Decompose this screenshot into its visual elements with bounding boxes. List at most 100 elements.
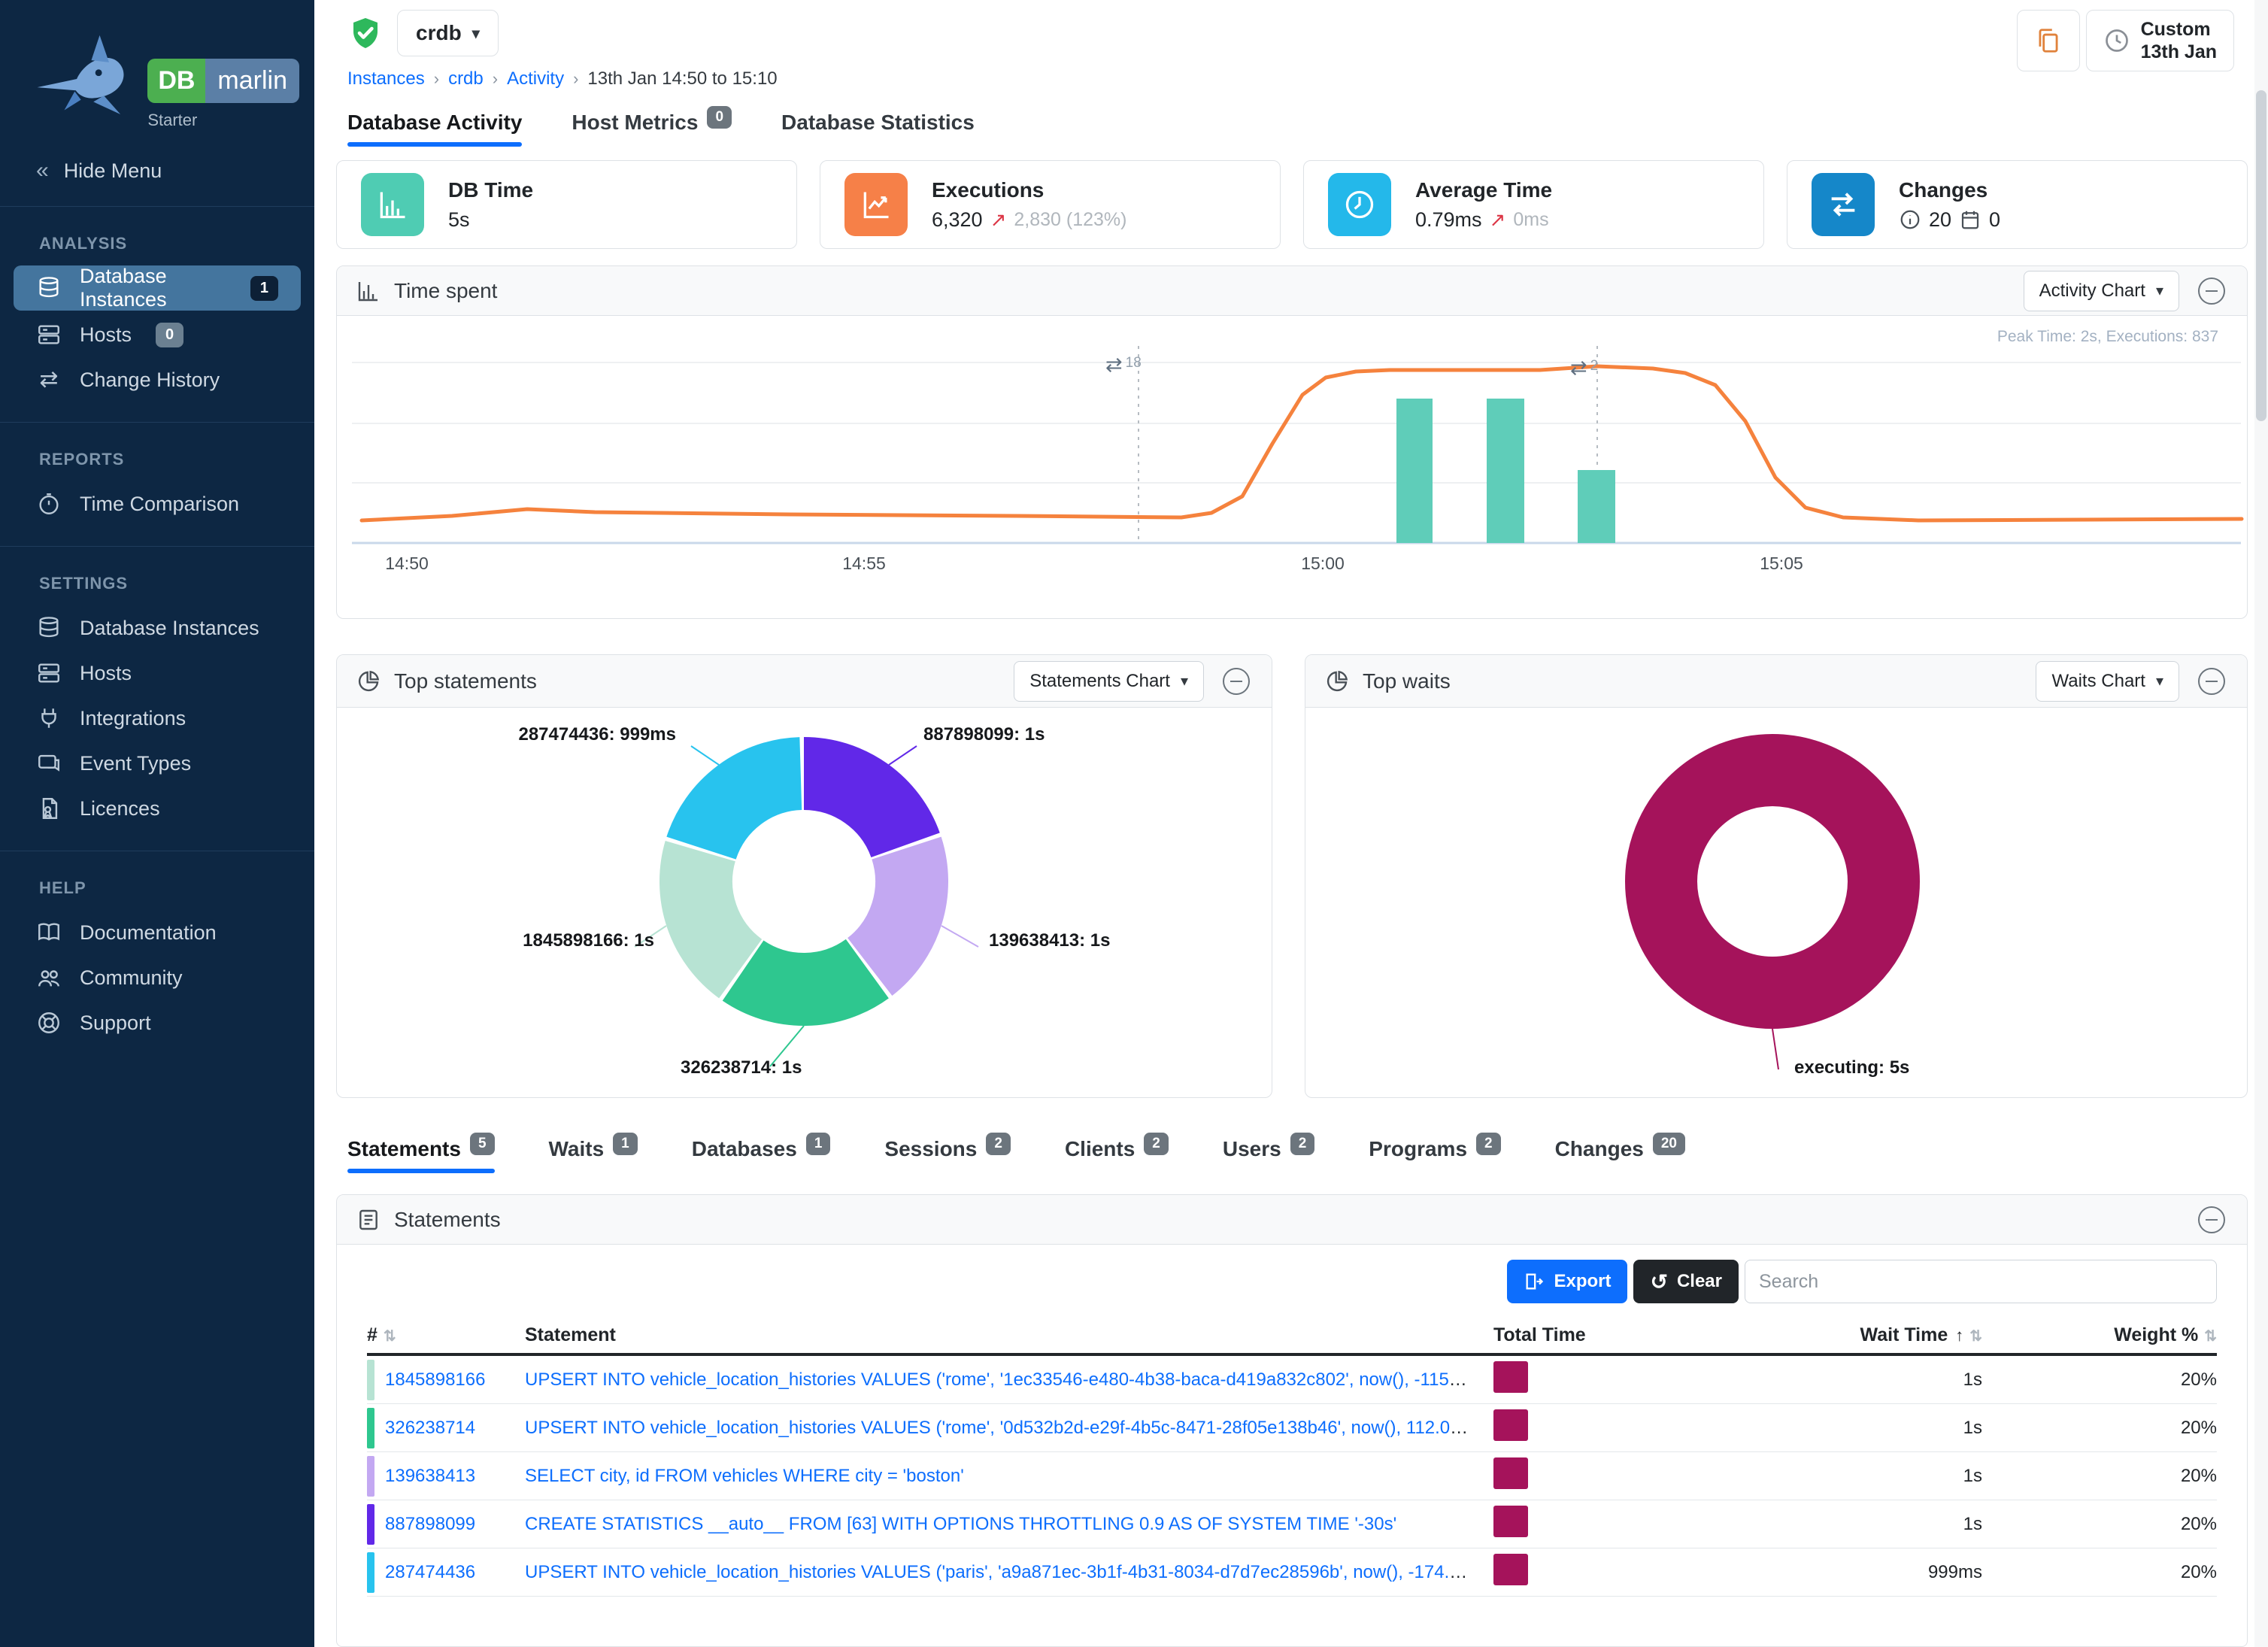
sidebar-item-change-history[interactable]: ⇄ Change History xyxy=(0,357,314,402)
collapse-panel-icon[interactable] xyxy=(2196,1204,2227,1236)
clear-button[interactable]: ↺ Clear xyxy=(1633,1260,1739,1303)
statement-link[interactable]: SELECT city, id FROM vehicles WHERE city… xyxy=(525,1465,964,1486)
db-badge: DB xyxy=(147,59,206,103)
pie-chart-icon xyxy=(358,670,380,691)
tab-users[interactable]: Users 2 xyxy=(1223,1133,1315,1173)
instance-selector[interactable]: crdb ▾ xyxy=(397,10,499,56)
time-spent-chart[interactable]: Peak Time: 2s, Executions: 837 ⇄ 18 ⇄ 2 xyxy=(337,316,2247,618)
sidebar-item-settings-database-instances[interactable]: Database Instances xyxy=(0,605,314,651)
time-range-button[interactable]: Custom 13th Jan xyxy=(2085,10,2234,71)
statements-chart-selector[interactable]: Statements Chart ▾ xyxy=(1014,660,1204,702)
breadcrumb-crdb[interactable]: crdb xyxy=(448,68,484,89)
total-time-bar xyxy=(1493,1409,1528,1441)
sidebar-item-event-types[interactable]: Event Types xyxy=(0,741,314,786)
donut-label: executing: 5s xyxy=(1794,1057,1910,1078)
collapse-panel-icon[interactable] xyxy=(2196,666,2227,697)
sort-icon: ⇅ xyxy=(1969,1327,1982,1345)
sidebar-item-settings-hosts[interactable]: Hosts xyxy=(0,651,314,696)
collapse-panel-icon[interactable] xyxy=(2196,275,2227,307)
x-tick: 15:05 xyxy=(1760,554,1803,573)
copy-link-button[interactable] xyxy=(2016,10,2080,71)
sidebar-item-documentation[interactable]: Documentation xyxy=(0,910,314,955)
time-range-mode: Custom xyxy=(2140,19,2211,40)
column-wait-time[interactable]: Wait Time ↑ ⇅ xyxy=(1860,1324,1982,1345)
sidebar-item-community[interactable]: Community xyxy=(0,955,314,1000)
kpi-changes: Changes 20 0 xyxy=(1787,160,2248,249)
change-annotation[interactable]: ⇄ 2 xyxy=(1570,356,1599,379)
sidebar-item-licences[interactable]: Licences xyxy=(0,786,314,831)
chevron-down-icon: ▾ xyxy=(1180,673,1188,690)
donut-slice xyxy=(659,737,948,1026)
tab-database-statistics[interactable]: Database Statistics xyxy=(781,111,975,134)
sidebar-item-time-comparison[interactable]: Time Comparison xyxy=(0,481,314,526)
weight-value: 20% xyxy=(2180,1369,2217,1390)
donut-label: 287474436: 999ms xyxy=(518,724,676,745)
statement-link[interactable]: UPSERT INTO vehicle_location_histories V… xyxy=(525,1369,1493,1390)
breadcrumb-instances[interactable]: Instances xyxy=(347,68,425,89)
scrollbar[interactable] xyxy=(2254,0,2268,1647)
search-input[interactable] xyxy=(1745,1260,2217,1303)
database-icon xyxy=(39,617,59,638)
clock-icon xyxy=(1328,173,1391,236)
dbmarlin-logo[interactable]: DB marlin Starter xyxy=(0,0,314,140)
statement-id-link[interactable]: 1845898166 xyxy=(385,1369,486,1390)
statement-id-link[interactable]: 139638413 xyxy=(385,1465,476,1486)
tab-changes[interactable]: Changes 20 xyxy=(1555,1133,1685,1173)
x-tick: 14:50 xyxy=(385,554,429,573)
tab-sessions[interactable]: Sessions 2 xyxy=(884,1133,1011,1173)
scrollbar-thumb[interactable] xyxy=(2256,90,2266,421)
breadcrumb-activity[interactable]: Activity xyxy=(507,68,565,89)
export-button[interactable]: Export xyxy=(1507,1260,1628,1303)
executions-delta: 2,830 (123%) xyxy=(1014,208,1127,230)
hide-menu-button[interactable]: « Hide Menu xyxy=(0,140,314,207)
count-badge: 20 xyxy=(1652,1133,1685,1155)
statement-id-link[interactable]: 287474436 xyxy=(385,1561,476,1582)
top-waits-chart[interactable]: executing: 5s xyxy=(1305,708,2247,1098)
exchange-icon xyxy=(1812,173,1875,236)
tab-waits[interactable]: Waits 1 xyxy=(549,1133,638,1173)
export-icon xyxy=(1526,1273,1544,1290)
section-title: HELP xyxy=(39,878,86,897)
people-icon xyxy=(38,970,59,987)
breadcrumb-separator-icon: › xyxy=(573,69,579,88)
sidebar-item-integrations[interactable]: Integrations xyxy=(0,696,314,741)
statement-link[interactable]: CREATE STATISTICS __auto__ FROM [63] WIT… xyxy=(525,1513,1397,1534)
top-statements-chart[interactable]: 287474436: 999ms 887898099: 1s 184589816… xyxy=(337,708,1272,1098)
tab-clients[interactable]: Clients 2 xyxy=(1065,1133,1169,1173)
waits-chart-selector[interactable]: Waits Chart ▾ xyxy=(2036,660,2179,702)
statement-id-link[interactable]: 887898099 xyxy=(385,1513,476,1534)
tab-database-activity[interactable]: Database Activity xyxy=(347,111,523,147)
change-annotation[interactable]: ⇄ 18 xyxy=(1105,353,1142,376)
column-total-time[interactable]: Total Time xyxy=(1493,1324,1586,1345)
statement-link[interactable]: UPSERT INTO vehicle_location_histories V… xyxy=(525,1417,1493,1438)
tab-databases[interactable]: Databases 1 xyxy=(692,1133,831,1173)
chevron-down-icon: ▾ xyxy=(471,25,480,42)
column-weight[interactable]: Weight % ⇅ xyxy=(2114,1324,2217,1345)
donut-slice xyxy=(659,737,948,1026)
top-statements-panel: Top statements Statements Chart ▾ xyxy=(336,654,1272,1098)
server-icon xyxy=(38,325,59,344)
wait-time-value: 1s xyxy=(1963,1417,1982,1438)
collapse-panel-icon[interactable] xyxy=(1220,666,1252,697)
column-statement[interactable]: Statement xyxy=(525,1324,616,1345)
count-badge: 2 xyxy=(986,1133,1011,1155)
activity-chart-selector[interactable]: Activity Chart ▾ xyxy=(2023,270,2179,311)
tab-statements[interactable]: Statements 5 xyxy=(347,1133,495,1173)
table-row: 1845898166 UPSERT INTO vehicle_location_… xyxy=(367,1356,2217,1404)
tab-host-metrics[interactable]: Host Metrics 0 xyxy=(572,106,732,147)
time-spent-panel: Time spent Activity Chart ▾ Peak Time: 2… xyxy=(336,265,2248,619)
statement-id-link[interactable]: 326238714 xyxy=(385,1417,476,1438)
tab-programs[interactable]: Programs 2 xyxy=(1369,1133,1501,1173)
panel-title: Statements xyxy=(394,1207,501,1231)
total-time-bar xyxy=(1493,1457,1528,1489)
table-row: 887898099 CREATE STATISTICS __auto__ FRO… xyxy=(367,1500,2217,1548)
column-id[interactable]: # ⇅ xyxy=(367,1324,396,1345)
sidebar-item-database-instances[interactable]: Database Instances 1 xyxy=(14,265,301,311)
sidebar-item-hosts[interactable]: Hosts 0 xyxy=(0,312,314,357)
collapse-sidebar-icon: « xyxy=(36,158,49,183)
average-time-delta: 0ms xyxy=(1513,208,1549,230)
statement-link[interactable]: UPSERT INTO vehicle_location_histories V… xyxy=(525,1561,1493,1582)
sidebar-item-support[interactable]: Support xyxy=(0,1000,314,1045)
table-row: 326238714 UPSERT INTO vehicle_location_h… xyxy=(367,1404,2217,1452)
dbmarlin-wordmark: DB marlin xyxy=(147,59,299,103)
